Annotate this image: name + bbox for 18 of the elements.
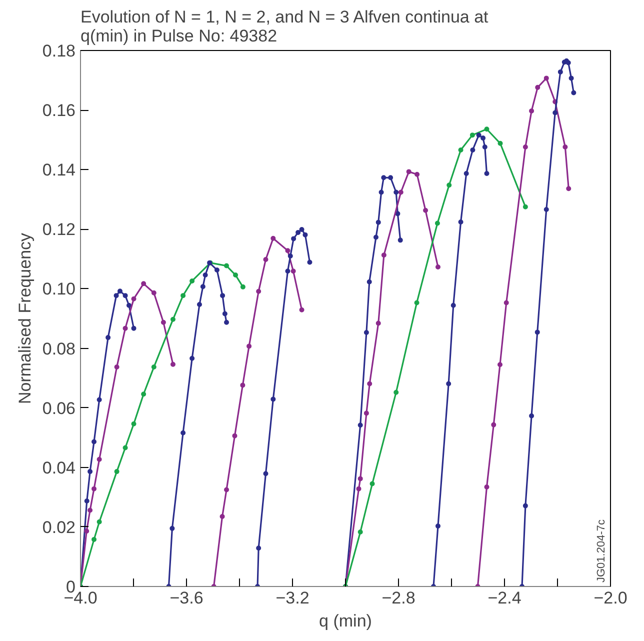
annotation: JG01.204-7c xyxy=(596,519,608,582)
y-tick-label: 0.02 xyxy=(42,518,76,537)
x-tick-label: −2.0 xyxy=(594,588,628,608)
x-axis-title: q (min) xyxy=(319,612,372,630)
chart-title: Evolution of N = 1, N = 2, and N = 3 Alfven continua at q(min) in Pulse No: 49382 xyxy=(80,8,489,46)
x-tick-label: −2.4 xyxy=(488,588,522,608)
y-tick-label: 0.16 xyxy=(42,101,76,120)
y-tick-label: 0.18 xyxy=(42,42,76,60)
y-tick-label: 0.08 xyxy=(42,339,76,358)
y-tick-label: 0.06 xyxy=(42,398,76,418)
y-tick-label: 0.04 xyxy=(42,458,76,478)
x-tick-label: −3.6 xyxy=(170,588,204,608)
y-axis-title: Normalised Frequency xyxy=(15,232,34,404)
y-tick-label: 0.10 xyxy=(42,280,76,299)
x-tick-label: −3.2 xyxy=(276,588,310,608)
y-tick-label: 0.12 xyxy=(42,220,76,240)
y-tick-label: 0.14 xyxy=(42,160,76,180)
x-tick-label: −2.8 xyxy=(382,588,416,608)
